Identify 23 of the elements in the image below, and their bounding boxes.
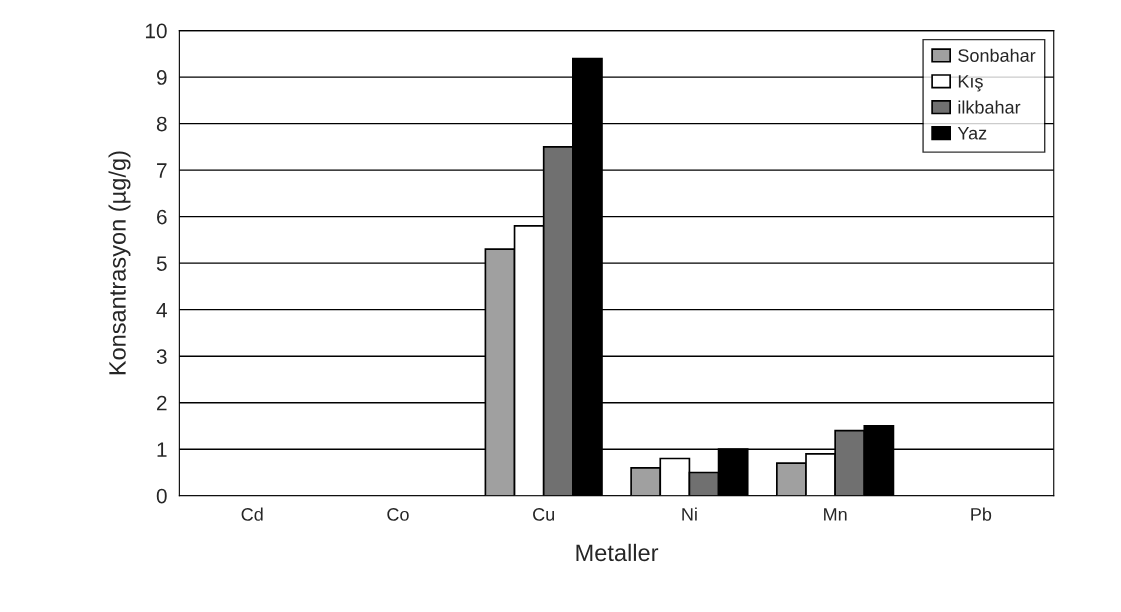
y-tick-label: 10	[145, 23, 167, 39]
y-axis-title: Konsantrasyon (µg/g)	[108, 151, 131, 375]
legend-label: Kış	[958, 75, 983, 92]
legend-label: Sonbahar	[958, 48, 1036, 62]
x-tick-label: Cu	[533, 508, 555, 521]
legend-label: ilkbahar	[958, 100, 1021, 114]
y-tick-label: 3	[156, 349, 167, 364]
legend-label: Yaz	[957, 126, 987, 140]
x-tick-label: Pb	[971, 507, 992, 521]
y-tick-label: 5	[156, 256, 167, 271]
y-tick-label: 7	[157, 163, 167, 178]
y-tick-label: 0	[156, 488, 167, 504]
y-tick-label: 9	[156, 70, 167, 85]
y-tick-label: 8	[156, 116, 167, 132]
x-tick-label: Ni	[682, 507, 697, 521]
y-tick-label: 1	[157, 442, 167, 457]
x-tick-label: Cd	[241, 507, 263, 521]
y-tick-label: 6	[157, 209, 167, 225]
x-tick-label: Mn	[824, 508, 847, 521]
y-tick-label: 4	[156, 302, 167, 318]
y-tick-label: 2	[157, 395, 167, 411]
x-axis-title: Metaller	[576, 543, 659, 562]
x-tick-label: Co	[387, 508, 409, 521]
